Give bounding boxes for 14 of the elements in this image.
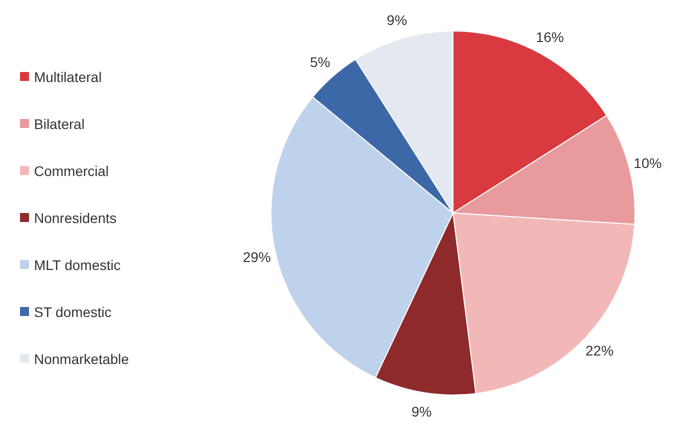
data-label: 16% bbox=[536, 28, 564, 45]
data-label: 5% bbox=[310, 54, 330, 70]
legend-label: ST domestic bbox=[34, 304, 112, 320]
legend-label: Nonmarketable bbox=[34, 350, 129, 366]
legend-label: Nonresidents bbox=[34, 210, 116, 226]
data-label: 10% bbox=[634, 155, 662, 172]
legend-label: Bilateral bbox=[34, 116, 85, 132]
legend-label: Commercial bbox=[34, 162, 109, 178]
data-label: 9% bbox=[411, 404, 432, 420]
legend-label: MLT domestic bbox=[34, 256, 121, 272]
legend-label: Multilateral bbox=[34, 68, 102, 84]
data-label: 29% bbox=[242, 248, 271, 265]
data-label: 22% bbox=[586, 342, 614, 359]
data-label: 9% bbox=[386, 12, 408, 28]
